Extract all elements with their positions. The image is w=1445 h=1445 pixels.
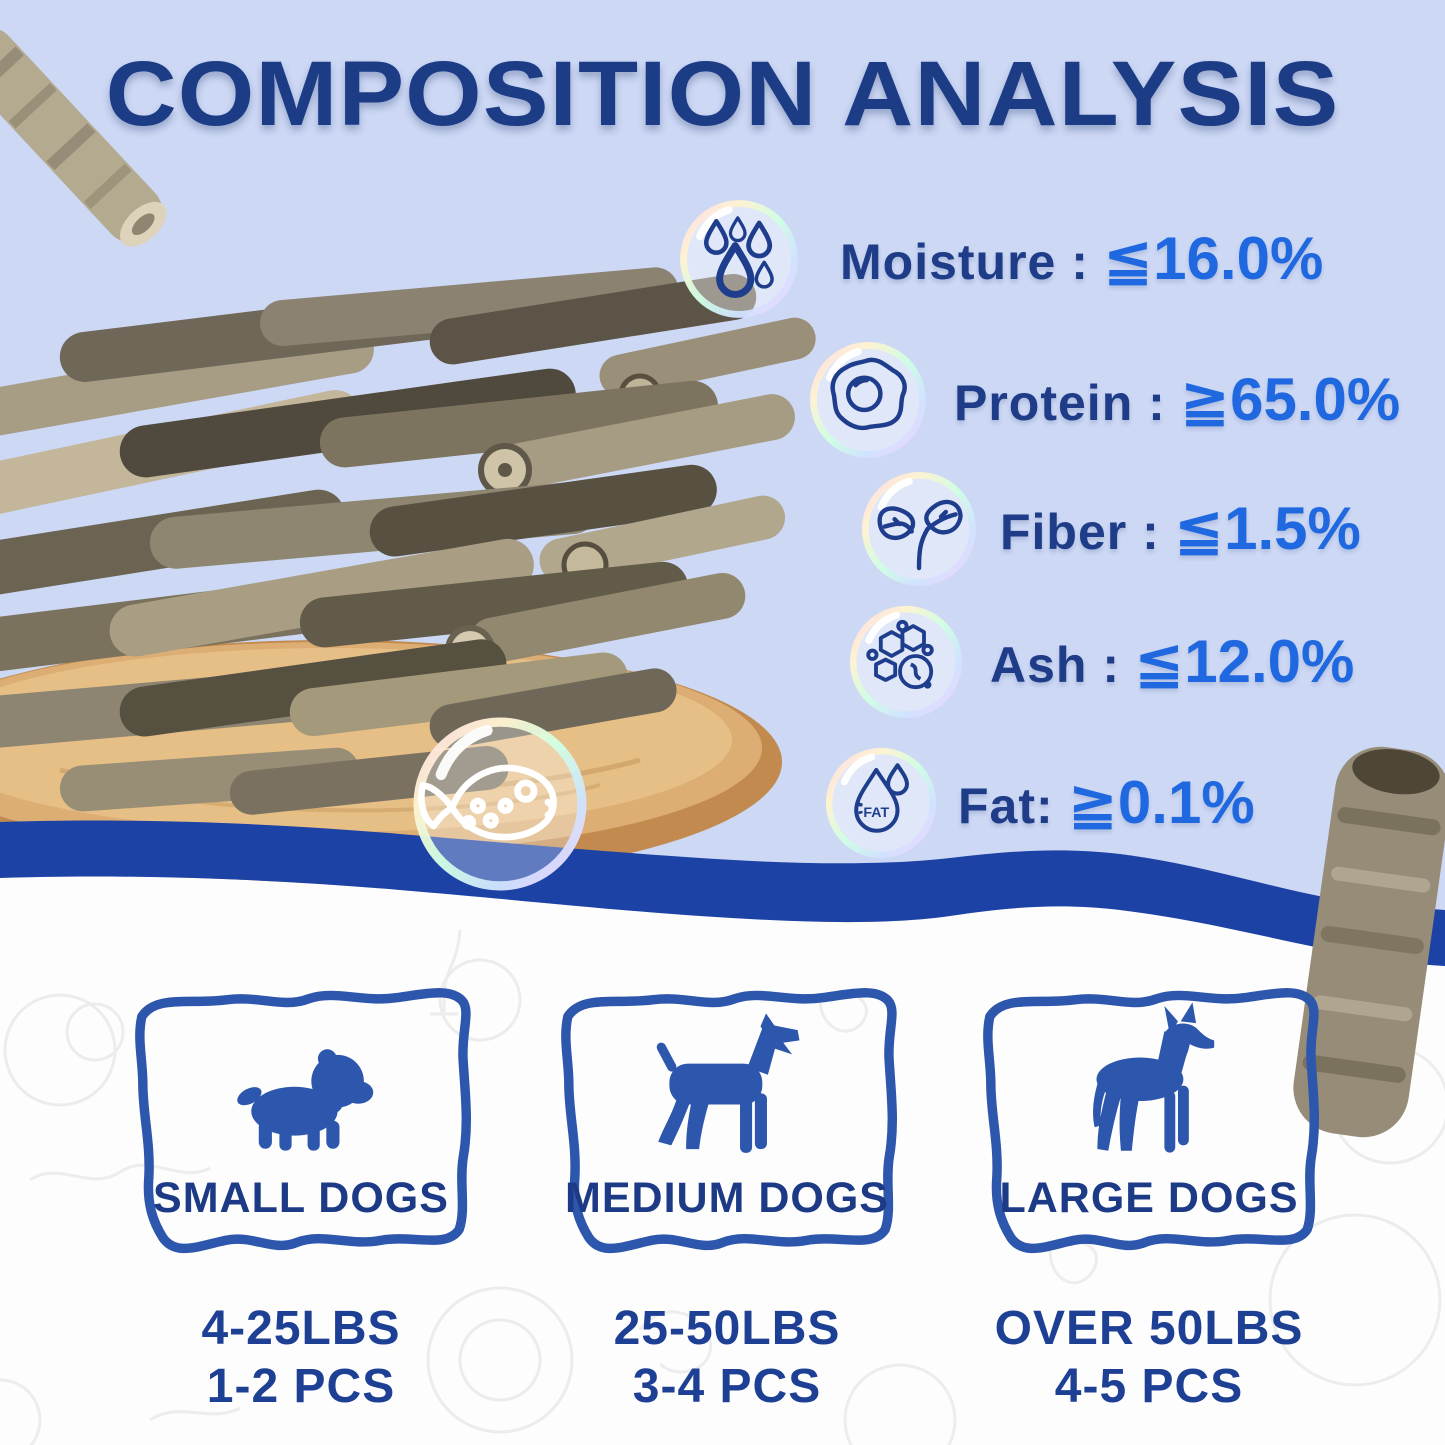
nutrient-label: Moisture : [840, 234, 1089, 290]
hand-drawn-border [561, 988, 898, 1254]
nutrient-value: ≦16.0% [1102, 225, 1324, 292]
fish-icon [418, 764, 557, 841]
wave-divider [0, 820, 1445, 966]
sprout-leaves-icon [877, 499, 963, 571]
large-dog-icon [1093, 1002, 1215, 1153]
nutrient-value: ≦12.0% [1134, 628, 1355, 695]
card-label: LARGE DOGS [999, 1174, 1299, 1222]
bubble [810, 342, 926, 458]
doodle-pattern [0, 929, 1445, 1445]
quantity-small-dogs: 4-25LBS 1-2 PCS [112, 1300, 490, 1416]
falling-stick [0, 27, 167, 247]
nutrient-row-fiber: Fiber : ≦1.5% [858, 468, 1361, 590]
weight-range: 4-25LBS [201, 1302, 401, 1355]
quantity-large-dogs: OVER 50LBS 4-5 PCS [960, 1300, 1338, 1416]
medium-dog-icon [656, 1013, 800, 1153]
bottom-background [0, 876, 1445, 1445]
card-label: MEDIUM DOGS [565, 1174, 889, 1222]
feeding-card-large-dogs: LARGE DOGS [960, 972, 1338, 1278]
fish-bubble [408, 712, 592, 896]
nutrient-row-ash: Ash : ≦12.0% [846, 602, 1354, 722]
bubble: FAT [825, 747, 937, 859]
hand-drawn-border [983, 988, 1320, 1254]
nutrient-label: Protein : [954, 375, 1166, 431]
fat-icon-text: FAT [863, 805, 889, 821]
quantity-medium-dogs: 25-50LBS 3-4 PCS [538, 1300, 916, 1416]
fried-egg-icon [830, 357, 907, 431]
nutrient-row-moisture: Moisture : ≦16.0% [676, 196, 1323, 322]
bubble [680, 200, 798, 318]
nutrient-label: Fat: [958, 778, 1054, 834]
bubble [849, 605, 963, 719]
nutrient-value: ≧0.1% [1067, 769, 1255, 836]
weight-range: OVER 50LBS [994, 1302, 1304, 1355]
nutrient-row-fat: FAT Fat: ≧0.1% [822, 744, 1255, 862]
nutrient-label: Fiber : [1000, 504, 1160, 560]
pieces-count: 3-4 PCS [632, 1360, 822, 1413]
feeding-card-medium-dogs: MEDIUM DOGS [538, 972, 916, 1278]
card-label: SMALL DOGS [153, 1174, 449, 1222]
fat-droplet-icon: FAT [854, 763, 909, 833]
fish-skin-sticks [0, 267, 816, 815]
water-drops-icon [703, 216, 774, 298]
pieces-count: 4-5 PCS [1054, 1360, 1244, 1413]
molecule-icon [866, 619, 934, 690]
feeding-card-small-dogs: SMALL DOGS [112, 972, 490, 1278]
nutrient-value: ≧65.0% [1179, 366, 1401, 433]
fish-skin-stick-right [1293, 746, 1445, 1138]
weight-range: 25-50LBS [613, 1302, 841, 1355]
pieces-count: 1-2 PCS [206, 1360, 396, 1413]
nutrient-label: Ash : [990, 637, 1120, 693]
nutrient-value: ≦1.5% [1173, 495, 1361, 562]
nutrient-row-protein: Protein : ≧65.0% [806, 338, 1400, 462]
bubble [861, 471, 977, 587]
hand-drawn-border [135, 988, 472, 1254]
page-title: COMPOSITION ANALYSIS [105, 43, 1340, 145]
small-dog-icon [237, 1049, 374, 1151]
